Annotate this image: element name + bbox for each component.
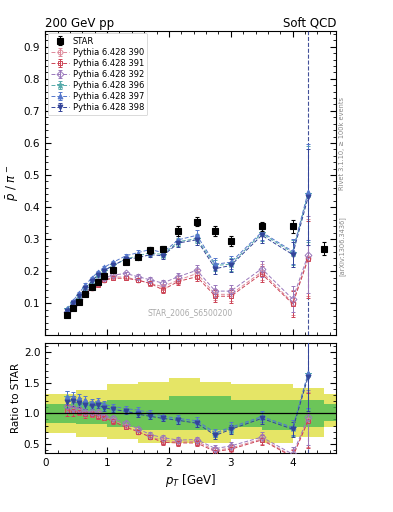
Text: Rivet 3.1.10, ≥ 100k events: Rivet 3.1.10, ≥ 100k events <box>339 97 345 190</box>
Text: STAR_2006_S6500200: STAR_2006_S6500200 <box>148 308 233 317</box>
X-axis label: $p_T$ [GeV]: $p_T$ [GeV] <box>165 472 216 489</box>
Text: Soft QCD: Soft QCD <box>283 16 336 30</box>
Text: 200 GeV pp: 200 GeV pp <box>45 16 114 30</box>
Legend: STAR, Pythia 6.428 390, Pythia 6.428 391, Pythia 6.428 392, Pythia 6.428 396, Py: STAR, Pythia 6.428 390, Pythia 6.428 391… <box>48 33 147 115</box>
Y-axis label: Ratio to STAR: Ratio to STAR <box>11 363 21 433</box>
Text: [arXiv:1306.3436]: [arXiv:1306.3436] <box>339 216 345 275</box>
Y-axis label: $\bar{p}$ / $\pi^-$: $\bar{p}$ / $\pi^-$ <box>5 165 21 201</box>
